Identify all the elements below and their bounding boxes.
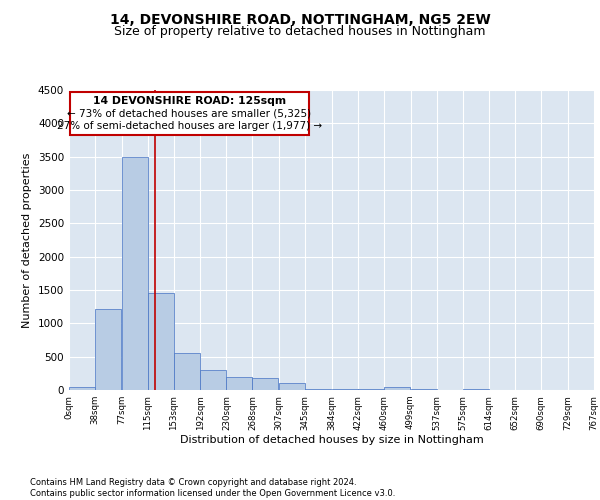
- Text: 14, DEVONSHIRE ROAD, NOTTINGHAM, NG5 2EW: 14, DEVONSHIRE ROAD, NOTTINGHAM, NG5 2EW: [110, 12, 490, 26]
- Bar: [70, 92, 308, 136]
- Bar: [384, 386, 410, 390]
- Text: Contains HM Land Registry data © Crown copyright and database right 2024.
Contai: Contains HM Land Registry data © Crown c…: [30, 478, 395, 498]
- Bar: [226, 376, 253, 390]
- Bar: [174, 352, 200, 390]
- Text: 27% of semi-detached houses are larger (1,977) →: 27% of semi-detached houses are larger (…: [57, 120, 322, 130]
- Y-axis label: Number of detached properties: Number of detached properties: [22, 152, 32, 328]
- Text: ← 73% of detached houses are smaller (5,325): ← 73% of detached houses are smaller (5,…: [67, 108, 311, 118]
- Bar: [279, 384, 305, 390]
- Text: 14 DEVONSHIRE ROAD: 125sqm: 14 DEVONSHIRE ROAD: 125sqm: [93, 96, 286, 106]
- Text: Size of property relative to detached houses in Nottingham: Size of property relative to detached ho…: [114, 25, 486, 38]
- Bar: [122, 156, 148, 390]
- X-axis label: Distribution of detached houses by size in Nottingham: Distribution of detached houses by size …: [179, 436, 484, 446]
- Bar: [95, 308, 121, 390]
- Bar: [200, 370, 226, 390]
- Bar: [148, 294, 174, 390]
- Bar: [253, 378, 278, 390]
- Bar: [69, 386, 95, 390]
